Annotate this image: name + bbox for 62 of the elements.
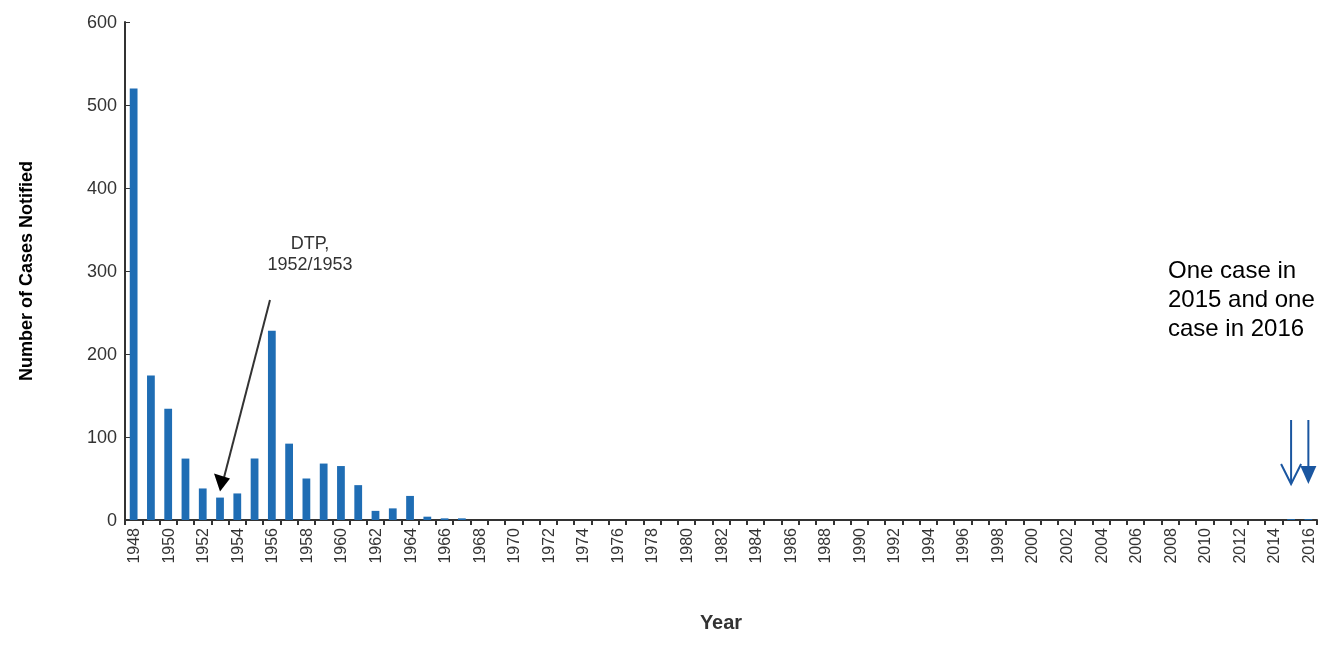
x-tick-label: 1972 [539,527,557,564]
x-tick-label: 2006 [1127,527,1145,564]
bar [216,497,224,520]
x-tick-label: 1966 [436,527,454,564]
y-tick-label: 300 [86,261,117,281]
y-tick-label: 600 [86,12,117,32]
x-tick-label: 2010 [1196,527,1214,564]
x-tick-label: 1986 [781,527,799,564]
x-tick-label: 1960 [332,527,350,564]
x-tick-label: 1998 [988,527,1006,564]
bar [147,375,155,520]
y-tick-label: 0 [106,510,117,530]
x-tick-label: 1982 [712,527,730,564]
x-tick-label: 1952 [194,527,212,564]
y-tick-label: 400 [86,178,117,198]
y-tick-label: 500 [86,95,117,115]
x-tick-label: 2002 [1058,527,1076,564]
x-axis-title: Year [699,611,743,633]
x-tick-label: 1976 [608,527,626,564]
x-tick-label: 1958 [297,527,315,564]
x-tick-label: 1964 [401,527,419,564]
y-tick-label: 200 [86,344,117,364]
x-tick-label: 2004 [1092,527,1110,564]
x-tick-label: 1974 [574,527,592,564]
x-tick-label: 1980 [677,527,695,564]
x-tick-label: 1978 [643,527,661,564]
x-tick-label: 1950 [159,527,177,564]
annotation: DTP, 1952/1953 [266,233,354,275]
x-tick-label: 2016 [1299,527,1317,564]
bar [164,408,173,520]
bar [129,88,138,520]
bar [319,463,328,520]
bar [388,508,397,520]
y-axis-title: Number of Cases Notified [16,160,36,382]
bar [423,516,432,520]
x-tick-label: 2014 [1265,527,1283,564]
x-tick-label: 1988 [816,527,834,564]
x-tick-label: 1954 [228,527,246,564]
x-tick-label: 2000 [1023,527,1041,564]
bar [267,330,276,520]
annotation: One case in 2015 and one case in 2016 [1168,255,1316,342]
bar [354,485,363,520]
x-tick-label: 1990 [850,527,868,564]
bar [406,495,414,520]
x-tick-label: 1996 [954,527,972,564]
bar [198,488,207,520]
x-tick-label: 1992 [885,527,903,564]
bar [250,458,259,520]
x-tick-label: 1970 [505,527,523,564]
x-tick-label: 1968 [470,527,488,564]
bar [285,443,293,520]
x-tick-label: 1956 [263,527,281,564]
bar [181,458,190,520]
y-tick-label: 100 [86,427,117,447]
x-tick-label: 1984 [747,527,765,564]
bar [337,466,345,520]
x-tick-label: 1994 [919,527,937,564]
bar [233,493,242,520]
x-tick-label: 2008 [1161,527,1179,564]
x-tick-label: 1948 [125,527,143,564]
x-tick-label: 1962 [366,527,384,564]
x-tick-label: 2012 [1230,527,1248,564]
